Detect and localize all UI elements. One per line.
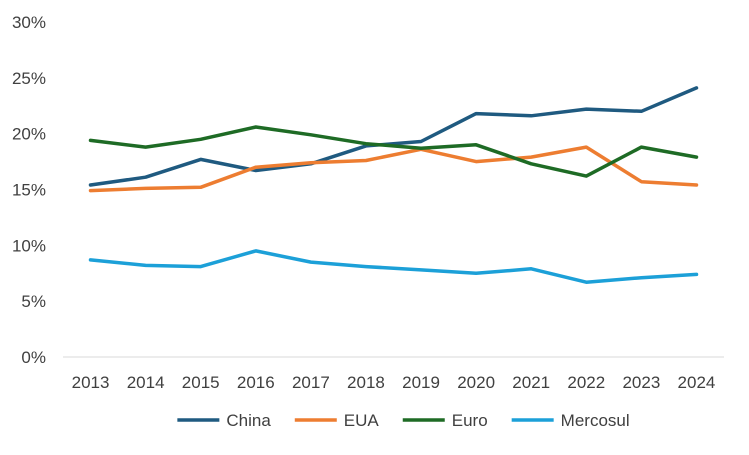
legend-label: EUA — [344, 411, 380, 430]
y-tick-label: 15% — [12, 181, 46, 200]
legend: China EUA Euro Mercosul — [177, 411, 630, 430]
legend-label: Mercosul — [561, 411, 630, 430]
x-tick-label: 2017 — [292, 373, 330, 392]
x-tick-label: 2016 — [237, 373, 275, 392]
x-tick-label: 2015 — [182, 373, 220, 392]
x-tick-label: 2013 — [72, 373, 110, 392]
legend-item-eua: EUA — [294, 411, 380, 430]
y-tick-label: 20% — [12, 125, 46, 144]
series-line-mercosul — [88, 249, 699, 284]
y-axis-tick-labels: 0% 5% 10% 15% 20% 25% 30% — [12, 13, 46, 367]
x-tick-label: 2018 — [347, 373, 385, 392]
legend-label: Euro — [452, 411, 488, 430]
legend-item-china: China — [177, 411, 271, 430]
legend-label: China — [226, 411, 271, 430]
x-axis-tick-labels: 2013 2014 2015 2016 2017 2018 2019 2020 2021 2022… — [72, 373, 716, 392]
x-tick-label: 2020 — [457, 373, 495, 392]
x-tick-label: 2022 — [567, 373, 605, 392]
y-tick-label: 30% — [12, 13, 46, 32]
legend-item-mercosul: Mercosul — [511, 411, 630, 430]
y-tick-label: 10% — [12, 236, 46, 255]
x-tick-label: 2021 — [512, 373, 550, 392]
series-line-euro — [88, 125, 699, 178]
x-tick-label: 2014 — [127, 373, 165, 392]
y-tick-label: 5% — [21, 292, 46, 311]
x-tick-label: 2024 — [678, 373, 716, 392]
y-tick-label: 25% — [12, 69, 46, 88]
y-tick-label: 0% — [21, 348, 46, 367]
legend-item-euro: Euro — [402, 411, 488, 430]
series-line-eua — [88, 145, 699, 193]
x-tick-label: 2019 — [402, 373, 440, 392]
series-lines — [88, 86, 699, 284]
x-tick-label: 2023 — [622, 373, 660, 392]
series-line-china — [88, 86, 699, 187]
